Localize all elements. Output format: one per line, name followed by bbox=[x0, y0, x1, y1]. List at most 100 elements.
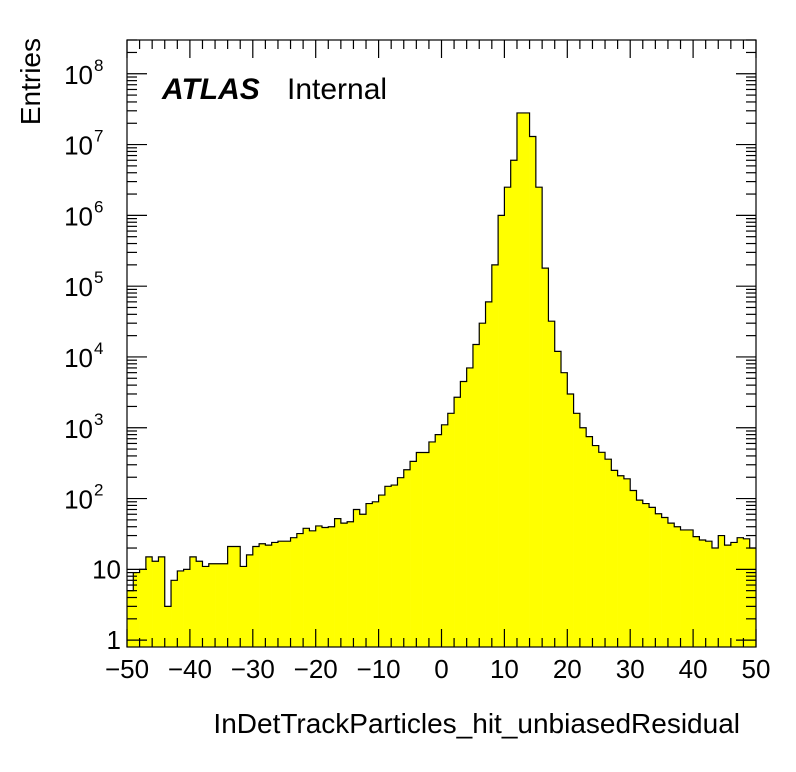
x-tick-label: 20 bbox=[553, 654, 582, 684]
histogram-bar bbox=[145, 556, 153, 647]
x-tick-label: 0 bbox=[434, 654, 448, 684]
histogram-bar bbox=[177, 570, 184, 647]
histogram-bar bbox=[202, 566, 210, 647]
y-tick-exponent: 3 bbox=[94, 410, 103, 429]
histogram-bar bbox=[189, 556, 197, 647]
histogram-bar bbox=[516, 112, 524, 647]
y-tick-label: 10 bbox=[64, 201, 93, 231]
histogram-bar bbox=[454, 397, 461, 647]
histogram-bar bbox=[240, 566, 247, 647]
x-tick-label: −40 bbox=[168, 654, 212, 684]
histogram-bar bbox=[586, 436, 593, 647]
histogram-bar bbox=[410, 461, 417, 647]
x-tick-label: 10 bbox=[490, 654, 519, 684]
y-tick-exponent: 8 bbox=[94, 56, 103, 75]
histogram-bar bbox=[152, 561, 159, 647]
histogram-bar bbox=[661, 517, 669, 647]
histogram-bar bbox=[208, 563, 216, 647]
histogram-bar bbox=[737, 537, 744, 647]
histogram-bar bbox=[642, 503, 650, 647]
y-tick-label: 10 bbox=[64, 343, 93, 373]
histogram-bar bbox=[246, 554, 254, 647]
histogram-bar bbox=[196, 561, 203, 647]
histogram-bar bbox=[384, 486, 392, 647]
histogram-bar bbox=[233, 546, 241, 647]
histogram-bar bbox=[623, 478, 631, 647]
histogram-bar bbox=[605, 459, 612, 647]
histogram-bar bbox=[498, 215, 505, 647]
y-tick-exponent: 6 bbox=[94, 197, 103, 216]
histogram-bar bbox=[277, 541, 285, 647]
histogram-bar bbox=[711, 548, 719, 647]
histogram-bar bbox=[718, 535, 725, 647]
histogram-bar bbox=[542, 268, 549, 647]
histogram-outline bbox=[127, 112, 756, 607]
histogram-bar bbox=[598, 452, 606, 647]
histogram-bar bbox=[328, 526, 335, 647]
y-tick-exponent: 7 bbox=[94, 127, 103, 146]
histogram-bar bbox=[699, 539, 706, 647]
histogram-bar bbox=[636, 500, 644, 647]
histogram-bar bbox=[158, 556, 166, 647]
histogram-bar bbox=[674, 526, 681, 647]
histogram-bar bbox=[611, 470, 618, 647]
histogram-bar bbox=[649, 507, 656, 647]
histogram-bar bbox=[366, 503, 373, 647]
axis-ticks bbox=[126, 39, 757, 647]
y-tick-label: 10 bbox=[92, 554, 121, 584]
histogram-bar bbox=[221, 563, 228, 647]
atlas-label: ATLAS bbox=[161, 73, 260, 106]
histogram-bar bbox=[171, 580, 178, 647]
histogram-bar bbox=[529, 136, 537, 647]
x-tick-label: 40 bbox=[679, 654, 708, 684]
histogram-bar bbox=[535, 187, 543, 647]
histogram-bar bbox=[523, 112, 530, 647]
x-tick-labels: −50 −40 −30 −20 −10 0 10 20 30 40 50 bbox=[105, 654, 771, 684]
plot-area bbox=[127, 112, 757, 647]
x-tick-label: −20 bbox=[294, 654, 338, 684]
histogram-bar bbox=[284, 541, 291, 647]
histogram-bar bbox=[460, 381, 467, 647]
histogram-bar bbox=[315, 525, 323, 647]
histogram-bar bbox=[164, 606, 172, 647]
status-label: Internal bbox=[287, 73, 387, 106]
histogram-bar bbox=[567, 393, 574, 647]
y-tick-label: 1 bbox=[107, 625, 121, 655]
histogram-bar bbox=[428, 441, 436, 647]
histogram-bar bbox=[334, 518, 342, 647]
histogram-bar bbox=[655, 513, 662, 647]
y-tick-label: 10 bbox=[64, 272, 93, 302]
histogram-bar bbox=[416, 452, 423, 647]
y-axis-label: Entries bbox=[15, 38, 46, 125]
histogram-bar bbox=[296, 533, 304, 647]
histogram-bar bbox=[730, 542, 738, 647]
histogram-bar bbox=[321, 527, 329, 647]
histogram-bar bbox=[290, 537, 298, 647]
histogram-bar bbox=[447, 413, 455, 647]
x-axis-label: InDetTrackParticles_hit_unbiasedResidual bbox=[213, 708, 740, 739]
y-tick-label: 10 bbox=[64, 485, 93, 515]
histogram-bar bbox=[183, 569, 191, 647]
histogram-bar bbox=[259, 543, 266, 647]
histogram-bar bbox=[391, 485, 398, 647]
histogram-bar bbox=[724, 545, 732, 647]
histogram-bar bbox=[309, 530, 316, 647]
histogram-bar bbox=[548, 321, 556, 647]
histogram-bar bbox=[561, 372, 568, 647]
histogram-bar bbox=[743, 538, 751, 647]
histogram-bar bbox=[510, 160, 518, 647]
histogram-bar bbox=[617, 475, 625, 647]
histogram-bar bbox=[579, 427, 587, 647]
histogram-bar bbox=[252, 546, 260, 647]
histogram-bar bbox=[227, 546, 235, 647]
histogram-bar bbox=[705, 541, 713, 647]
histogram-bar bbox=[397, 477, 405, 647]
histogram-bar bbox=[378, 495, 386, 647]
histogram-bar bbox=[340, 523, 348, 647]
histogram-bar bbox=[265, 545, 272, 647]
histogram-bar bbox=[139, 569, 147, 647]
histogram-bar bbox=[667, 523, 675, 647]
histogram-bar bbox=[441, 424, 449, 647]
histogram-bar bbox=[422, 452, 430, 647]
